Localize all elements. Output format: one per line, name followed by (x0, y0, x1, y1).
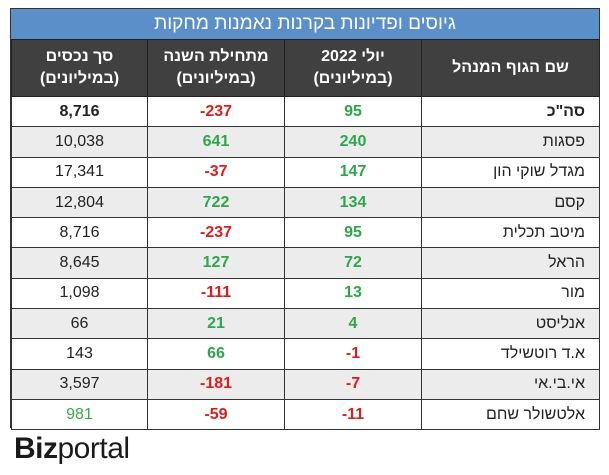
cell-total: 8,645 (11, 247, 148, 279)
logo-bold: Biz (14, 432, 58, 465)
table-frame: גיוסים ופדיונות בקרנות נאמנות מחקות שם ה… (10, 8, 600, 431)
cell-total: 8,716 (11, 95, 148, 128)
cell-july: -1 (284, 338, 422, 370)
cell-manager: מור (421, 277, 600, 310)
table-row-sum: סה"כ 95 -237 8,716 (11, 95, 600, 128)
cell-ytd: -59 (147, 398, 285, 431)
cell-total: 143 (11, 338, 148, 370)
header-total: סך נכסים (במיליונים) (11, 39, 148, 97)
cell-july: 240 (284, 126, 422, 158)
funds-table: שם הגוף המנהל יולי 2022 (במיליונים) מתחי… (11, 39, 600, 431)
header-row: שם הגוף המנהל יולי 2022 (במיליונים) מתחי… (11, 39, 600, 97)
cell-manager: פסגות (421, 126, 600, 158)
bizportal-logo: Bizportal (14, 432, 130, 466)
cell-ytd: -237 (147, 217, 285, 249)
header-july-line2: (במיליונים) (313, 70, 393, 87)
cell-ytd: 127 (147, 247, 285, 279)
cell-manager: הראל (421, 247, 600, 279)
table-row: א.ד רוטשילד -1 66 143 (11, 338, 600, 370)
table-row: אנליסט 4 21 66 (11, 308, 600, 340)
table-row: אי.בי.אי -7 -181 3,597 (11, 368, 600, 400)
cell-ytd: 641 (147, 126, 285, 158)
cell-manager: מגדל שוקי הון (421, 156, 600, 188)
cell-ytd: -37 (147, 156, 285, 188)
cell-manager: מיטב תכלית (421, 217, 600, 249)
cell-ytd: -181 (147, 368, 285, 400)
cell-july: -7 (284, 368, 422, 400)
cell-july: 147 (284, 156, 422, 188)
cell-july: 13 (284, 277, 422, 310)
table-row: מיטב תכלית 95 -237 8,716 (11, 217, 600, 249)
header-july: יולי 2022 (במיליונים) (284, 39, 422, 97)
cell-ytd: 66 (147, 338, 285, 370)
cell-total: 3,597 (11, 368, 148, 400)
table-title: גיוסים ופדיונות בקרנות נאמנות מחקות (11, 9, 599, 39)
cell-ytd: -111 (147, 277, 285, 310)
table-row: קסם 134 722 12,804 (11, 186, 600, 219)
cell-july: 134 (284, 186, 422, 219)
cell-ytd: 722 (147, 186, 285, 219)
cell-july: 95 (284, 95, 422, 128)
header-ytd-line2: (במיליונים) (176, 70, 256, 87)
cell-total: 66 (11, 308, 148, 340)
table-row: הראל 72 127 8,645 (11, 247, 600, 279)
cell-total: 1,098 (11, 277, 148, 310)
table-body: סה"כ 95 -237 8,716 פסגות 240 641 10,038 מגדל שוק… (11, 95, 600, 431)
cell-manager: אלטשולר שחם (421, 398, 600, 431)
cell-july: 72 (284, 247, 422, 279)
cell-total: 17,341 (11, 156, 148, 188)
table-row: מור 13 -111 1,098 (11, 277, 600, 310)
cell-total: 12,804 (11, 186, 148, 219)
cell-manager: א.ד רוטשילד (421, 338, 600, 370)
header-ytd-line1: מתחילת השנה (163, 48, 269, 65)
header-july-line1: יולי 2022 (321, 48, 385, 65)
cell-total: 8,716 (11, 217, 148, 249)
header-total-line2: (במיליונים) (39, 70, 120, 87)
table-row: אלטשולר שחם -11 -59 981 (11, 398, 600, 431)
cell-ytd: -237 (147, 95, 285, 128)
cell-total: 981 (11, 398, 148, 431)
cell-ytd: 21 (147, 308, 285, 340)
cell-manager: אנליסט (421, 308, 600, 340)
cell-manager: אי.בי.אי (421, 368, 600, 400)
cell-july: 95 (284, 217, 422, 249)
logo-light: portal (57, 432, 131, 465)
header-manager-line1: שם הגוף המנהל (452, 59, 569, 76)
cell-manager: סה"כ (421, 95, 600, 128)
cell-manager: קסם (421, 186, 600, 219)
cell-july: 4 (284, 308, 422, 340)
table-row: מגדל שוקי הון 147 -37 17,341 (11, 156, 600, 188)
cell-july: -11 (284, 398, 422, 431)
table-row: פסגות 240 641 10,038 (11, 126, 600, 158)
cell-total: 10,038 (11, 126, 148, 158)
header-manager: שם הגוף המנהל (421, 39, 600, 97)
header-ytd: מתחילת השנה (במיליונים) (147, 39, 285, 97)
header-total-line1: סך נכסים (45, 48, 114, 65)
